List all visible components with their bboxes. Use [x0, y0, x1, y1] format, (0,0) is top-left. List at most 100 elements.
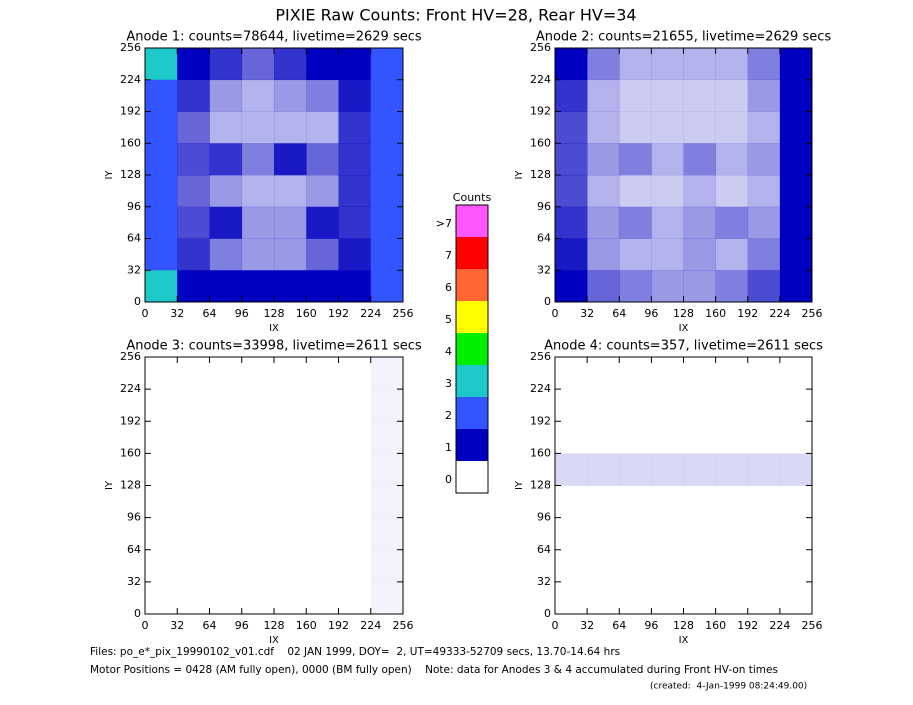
heatmap-cell: [209, 79, 243, 112]
heatmap-cell: [145, 111, 178, 144]
y-axis-label: IY: [104, 480, 115, 490]
heatmap-cell: [209, 143, 243, 176]
heatmap-cell: [370, 111, 404, 144]
heatmap-cell: [177, 453, 210, 485]
heatmap-cell: [779, 206, 813, 239]
heatmap-cell: [651, 421, 683, 453]
heatmap-cell: [241, 238, 275, 271]
heatmap-cell: [338, 270, 372, 303]
heatmap-cell: [555, 389, 587, 421]
colorbar-box: [456, 237, 488, 269]
heatmap-cell: [747, 111, 781, 144]
heatmap-cell: [651, 582, 683, 614]
x-tick-label: 64: [203, 619, 217, 632]
heatmap-cell: [619, 550, 651, 582]
heatmap-cell: [619, 270, 652, 303]
y-tick-label: 192: [120, 414, 141, 427]
heatmap-cell: [274, 357, 307, 389]
heatmap-cell: [684, 357, 716, 389]
x-tick-label: 160: [296, 307, 317, 320]
heatmap-cell: [747, 453, 781, 486]
x-tick-label: 224: [769, 307, 790, 320]
x-tick-label: 32: [170, 619, 184, 632]
y-tick-label: 64: [127, 232, 141, 245]
heatmap-cell: [274, 79, 307, 112]
heatmap-cell: [274, 270, 307, 303]
panel-title: Anode 3: counts=33998, livetime=2611 sec…: [126, 339, 422, 354]
heatmap-cell: [619, 48, 652, 81]
heatmap-cell: [242, 518, 275, 550]
heatmap-cell: [715, 143, 749, 176]
heatmap-cell: [241, 206, 275, 239]
heatmap-cell: [748, 357, 780, 389]
heatmap-cell: [210, 357, 243, 389]
heatmap-cell: [555, 175, 588, 208]
colorbar-label: 3: [445, 377, 452, 390]
x-tick-label: 64: [612, 619, 626, 632]
heatmap-cell: [306, 389, 339, 421]
footer-files: Files: po_e*_pix_19990102_v01.cdf 02 JAN…: [90, 646, 620, 658]
heatmap-cell: [555, 79, 588, 112]
y-tick-label: 224: [530, 382, 551, 395]
heatmap-cell: [715, 48, 749, 81]
colorbar-box: [456, 269, 488, 301]
heatmap-cell: [370, 357, 404, 390]
heatmap-cell: [306, 421, 339, 453]
colorbar-label: 2: [445, 409, 452, 422]
heatmap-cell: [274, 518, 307, 550]
heatmap-cell: [683, 143, 716, 176]
heatmap-cell: [306, 486, 339, 518]
heatmap-cell: [716, 518, 748, 550]
heatmap-cell: [748, 518, 780, 550]
heatmap-cell: [242, 453, 275, 485]
heatmap-cell: [587, 143, 620, 176]
y-tick-label: 32: [127, 575, 141, 588]
heatmap-cell: [177, 550, 210, 582]
colorbar-box: [456, 333, 488, 365]
colorbar-box: [456, 301, 488, 333]
x-tick-label: 224: [769, 619, 790, 632]
heatmap-cell: [242, 582, 275, 614]
y-tick-label: 96: [127, 511, 141, 524]
heatmap-cell: [145, 421, 178, 453]
heatmap-cell: [779, 111, 813, 144]
heatmap-cell: [683, 111, 716, 144]
heatmap-cell: [619, 79, 652, 112]
heatmap-cell: [747, 143, 781, 176]
heatmap-cell: [587, 238, 620, 271]
heatmap-cell: [715, 111, 749, 144]
heatmap-cell: [780, 486, 812, 518]
heatmap-cell: [274, 486, 307, 518]
heatmap-cell: [145, 48, 178, 81]
heatmap-cell: [274, 453, 307, 485]
heatmap-cell: [555, 453, 588, 486]
heatmap-cell: [370, 517, 404, 551]
colorbar-frame: [455, 204, 489, 494]
heatmap-cell: [716, 421, 748, 453]
y-tick-label: 96: [537, 200, 551, 213]
heatmap-cell: [587, 518, 619, 550]
heatmap-cell: [339, 518, 372, 550]
x-tick-label: 192: [737, 307, 758, 320]
x-tick-label: 128: [673, 307, 694, 320]
heatmap-cell: [684, 518, 716, 550]
heatmap-cell: [651, 79, 684, 112]
heatmap-cell: [716, 582, 748, 614]
heatmap-cell: [748, 582, 780, 614]
x-tick-label: 0: [552, 619, 559, 632]
y-tick-label: 32: [537, 263, 551, 276]
heatmap-cell: [780, 518, 812, 550]
y-tick-label: 0: [544, 607, 551, 620]
heatmap-cell: [684, 421, 716, 453]
heatmap-cell: [177, 175, 210, 208]
heatmap-cell: [241, 111, 275, 144]
heatmap-cell: [177, 518, 210, 550]
x-tick-label: 32: [580, 307, 594, 320]
heatmap-cell: [587, 550, 619, 582]
heatmap-cell: [177, 79, 210, 112]
y-tick-label: 64: [537, 232, 551, 245]
heatmap-cell: [209, 175, 243, 208]
heatmap-cell: [177, 582, 210, 614]
heatmap-cell: [242, 550, 275, 582]
heatmap-cell: [370, 143, 404, 176]
